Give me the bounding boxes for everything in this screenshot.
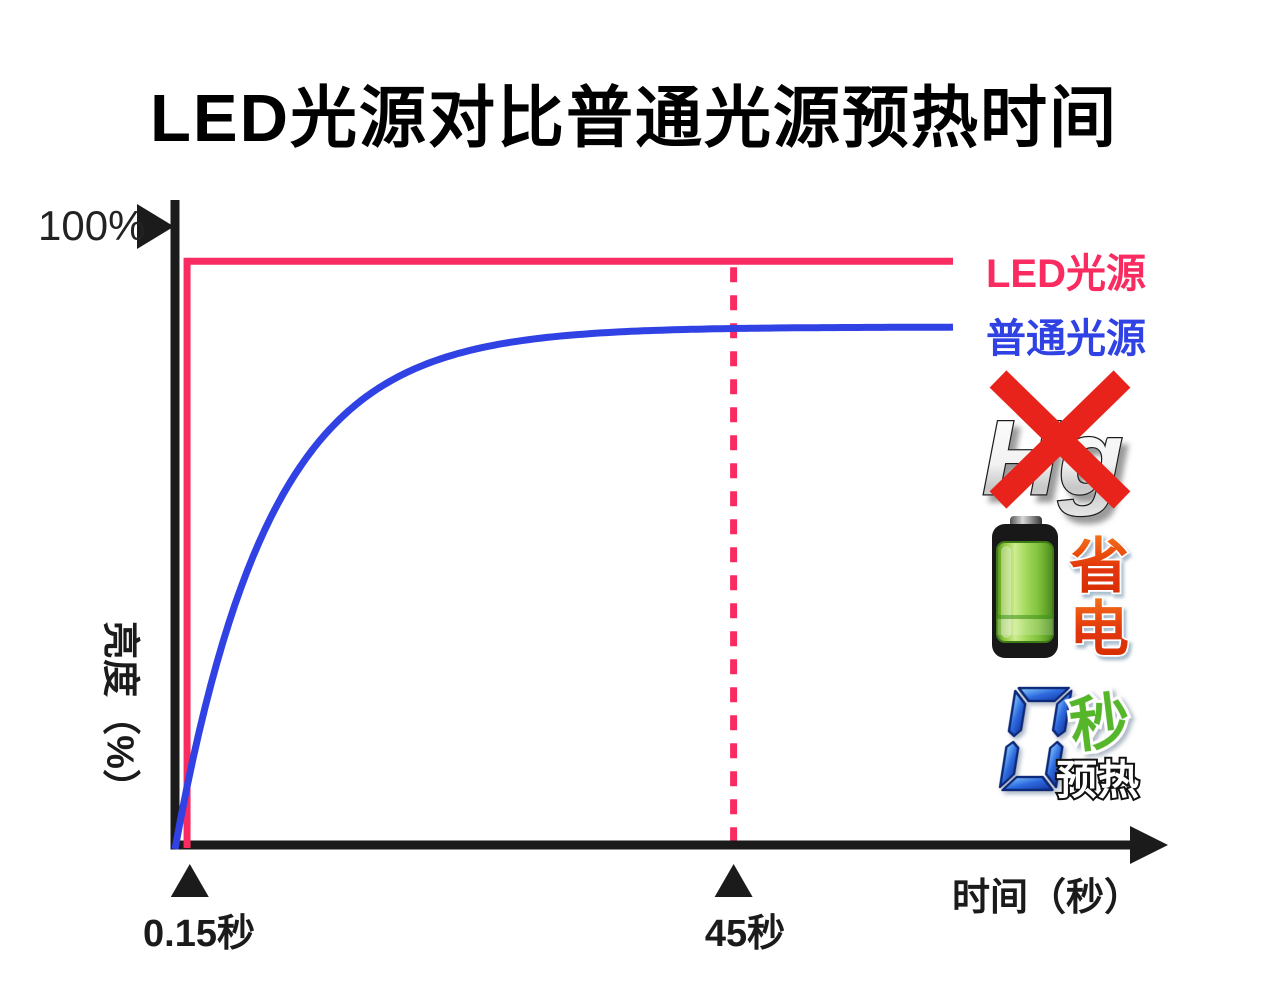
series-line-0 xyxy=(183,257,953,848)
red-cross-icon xyxy=(989,370,1131,509)
power-saving-char-1: 省 xyxy=(1069,533,1129,600)
series-line-1 xyxy=(171,323,954,850)
x-marker-triangle-1 xyxy=(714,864,753,897)
y-axis-title: 亮度（%） xyxy=(98,621,141,807)
battery-icon xyxy=(992,516,1058,658)
x-axis-arrowhead-icon xyxy=(1130,826,1168,864)
x-tick-label-015s: 0.15秒 xyxy=(143,913,255,955)
warmup-caption-text: 预热 xyxy=(1056,757,1140,803)
x-marker-triangle-0 xyxy=(170,864,209,897)
seven-segment-zero-icon xyxy=(998,686,1073,792)
x-tick-label-45s: 45秒 xyxy=(704,913,786,955)
seconds-unit-text: 秒 xyxy=(1066,687,1134,761)
no-mercury-badge: Hg xyxy=(981,370,1131,518)
legend-item-ordinary: 普通光源 xyxy=(986,317,1146,361)
power-saving-char-2: 电 xyxy=(1069,596,1129,663)
y-axis-max-label: 100% xyxy=(38,202,146,249)
page-title: LED光源对比普通光源预热时间 xyxy=(150,81,1118,156)
x-axis-title: 时间（秒） xyxy=(952,877,1143,919)
legend-item-led: LED光源 xyxy=(986,252,1146,296)
zero-warmup-badge: 秒 预热 xyxy=(998,684,1141,805)
power-saving-badge: 省 电 xyxy=(992,516,1131,665)
